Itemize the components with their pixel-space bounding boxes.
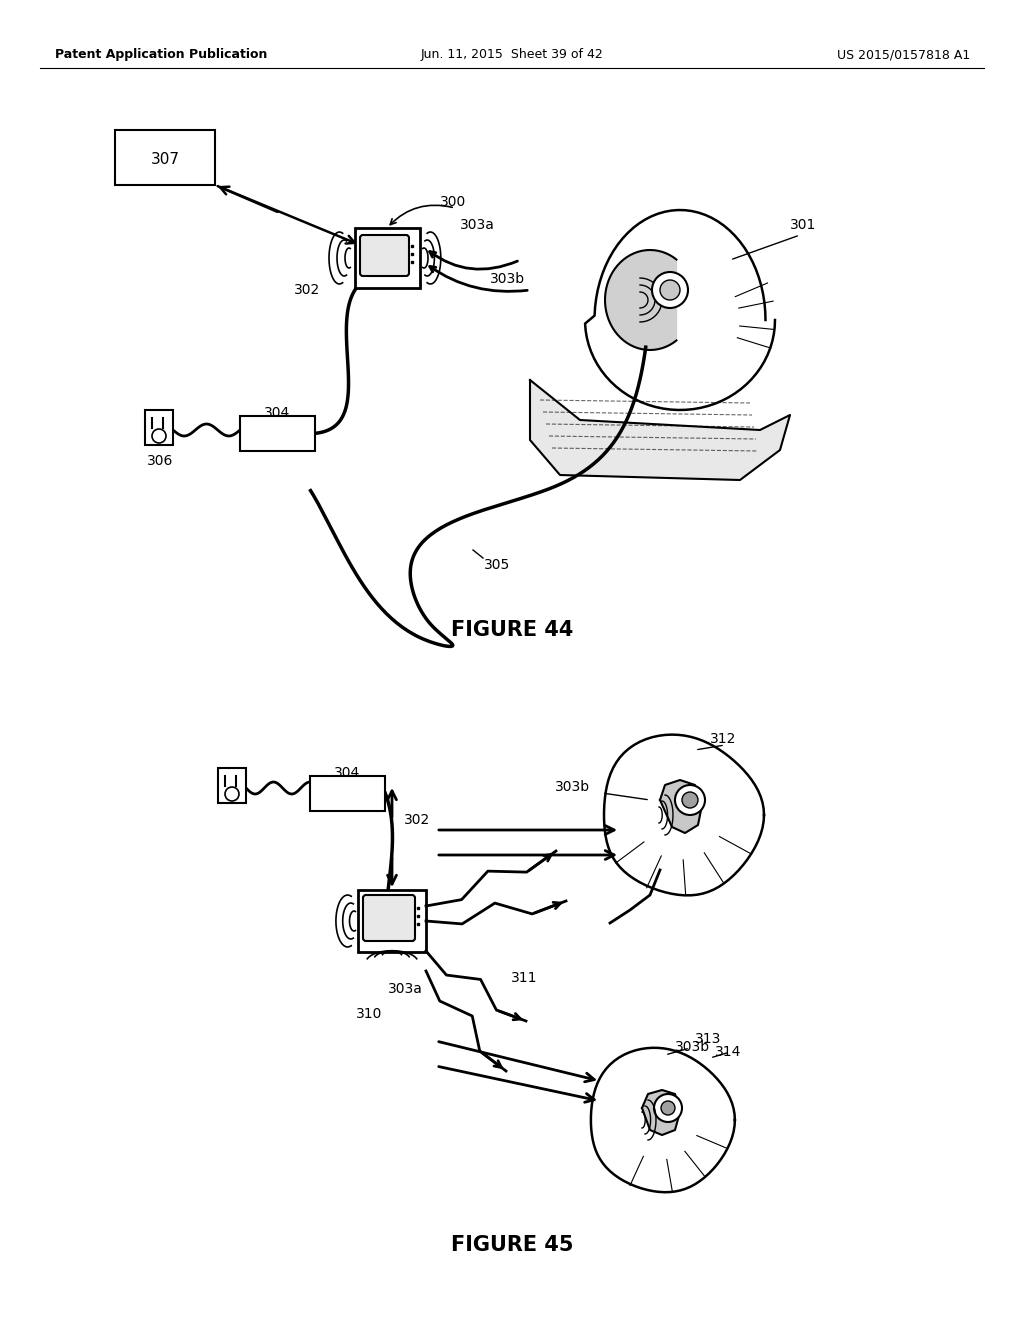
Text: 312: 312 <box>710 733 736 746</box>
Text: 302: 302 <box>404 813 430 828</box>
Text: US 2015/0157818 A1: US 2015/0157818 A1 <box>837 48 970 61</box>
Text: 304: 304 <box>264 407 290 420</box>
Text: 307: 307 <box>151 153 179 168</box>
Bar <box>218 768 246 803</box>
Circle shape <box>675 785 705 814</box>
Text: 303b: 303b <box>675 1040 710 1053</box>
Circle shape <box>662 1101 675 1115</box>
Polygon shape <box>642 1090 680 1135</box>
Polygon shape <box>605 249 677 350</box>
Circle shape <box>152 429 166 444</box>
Bar <box>358 890 426 952</box>
Circle shape <box>654 1094 682 1122</box>
Circle shape <box>682 792 698 808</box>
Circle shape <box>660 280 680 300</box>
Text: Jun. 11, 2015  Sheet 39 of 42: Jun. 11, 2015 Sheet 39 of 42 <box>421 48 603 61</box>
Bar <box>355 228 420 288</box>
FancyBboxPatch shape <box>362 895 415 941</box>
Text: 301: 301 <box>790 218 816 232</box>
Bar <box>240 416 315 451</box>
Text: 300: 300 <box>440 195 466 209</box>
Text: 303b: 303b <box>555 780 590 795</box>
Text: FIGURE 44: FIGURE 44 <box>451 620 573 640</box>
Text: 310: 310 <box>356 1007 382 1020</box>
Text: 303b: 303b <box>490 272 525 286</box>
Text: 304: 304 <box>334 766 360 780</box>
Text: 303a: 303a <box>388 982 423 997</box>
Circle shape <box>652 272 688 308</box>
Text: 303a: 303a <box>460 218 495 232</box>
Text: 314: 314 <box>715 1045 741 1059</box>
Text: 313: 313 <box>695 1032 721 1045</box>
Polygon shape <box>530 380 790 480</box>
Circle shape <box>225 787 239 801</box>
Text: 311: 311 <box>511 972 538 985</box>
Bar <box>145 411 173 445</box>
Text: 302: 302 <box>294 282 319 297</box>
FancyBboxPatch shape <box>360 235 409 276</box>
Polygon shape <box>660 780 702 833</box>
Bar <box>115 129 215 185</box>
Text: 305: 305 <box>484 558 510 572</box>
Text: Patent Application Publication: Patent Application Publication <box>55 48 267 61</box>
Bar <box>310 776 385 810</box>
Text: 306: 306 <box>147 454 173 469</box>
Text: FIGURE 45: FIGURE 45 <box>451 1236 573 1255</box>
